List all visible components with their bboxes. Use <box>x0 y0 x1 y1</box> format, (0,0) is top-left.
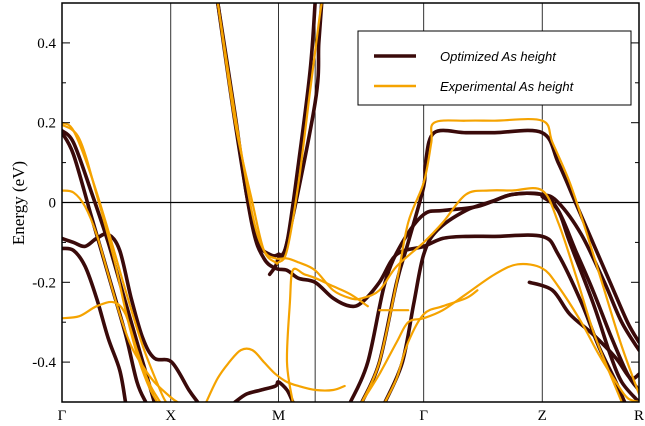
band-line <box>62 300 162 402</box>
band-line <box>383 191 639 402</box>
y-tick-label: 0.4 <box>37 36 56 52</box>
x-tick-label: Γ <box>58 408 67 424</box>
band-line <box>62 189 179 402</box>
band-line <box>360 262 639 402</box>
band-line <box>62 123 159 402</box>
band-curves <box>62 3 639 402</box>
y-tick-label: 0 <box>49 196 57 212</box>
y-tick-label: -0.2 <box>32 275 56 291</box>
band-line <box>360 117 639 402</box>
x-tick-label: X <box>165 408 176 424</box>
x-tick-label: Z <box>538 408 547 424</box>
band-line <box>267 3 317 277</box>
x-tick-label: M <box>272 408 285 424</box>
x-tick-label: R <box>634 408 644 424</box>
series-experimental <box>62 3 639 402</box>
band-line <box>233 380 295 402</box>
band-line <box>285 267 369 402</box>
legend: Optimized As height Experimental As heig… <box>357 30 632 106</box>
y-tick-label: 0.2 <box>37 116 56 132</box>
band-line <box>216 3 627 402</box>
y-tick-label: -0.4 <box>32 355 56 371</box>
x-tick-label: Γ <box>419 408 428 424</box>
band-line <box>62 128 157 402</box>
band-line <box>216 3 323 265</box>
y-axis-ticks: 0.4 0.2 0 -0.2 -0.4 <box>32 36 639 371</box>
band-line <box>62 246 128 402</box>
band-line <box>205 347 346 402</box>
y-axis-title: Energy (eV) <box>9 161 28 245</box>
band-line <box>384 289 479 402</box>
band-line <box>62 232 200 402</box>
legend-label-optimized: Optimized As height <box>440 49 557 64</box>
legend-box <box>357 30 632 106</box>
band-line <box>527 280 639 381</box>
legend-label-experimental: Experimental As height <box>440 79 575 94</box>
